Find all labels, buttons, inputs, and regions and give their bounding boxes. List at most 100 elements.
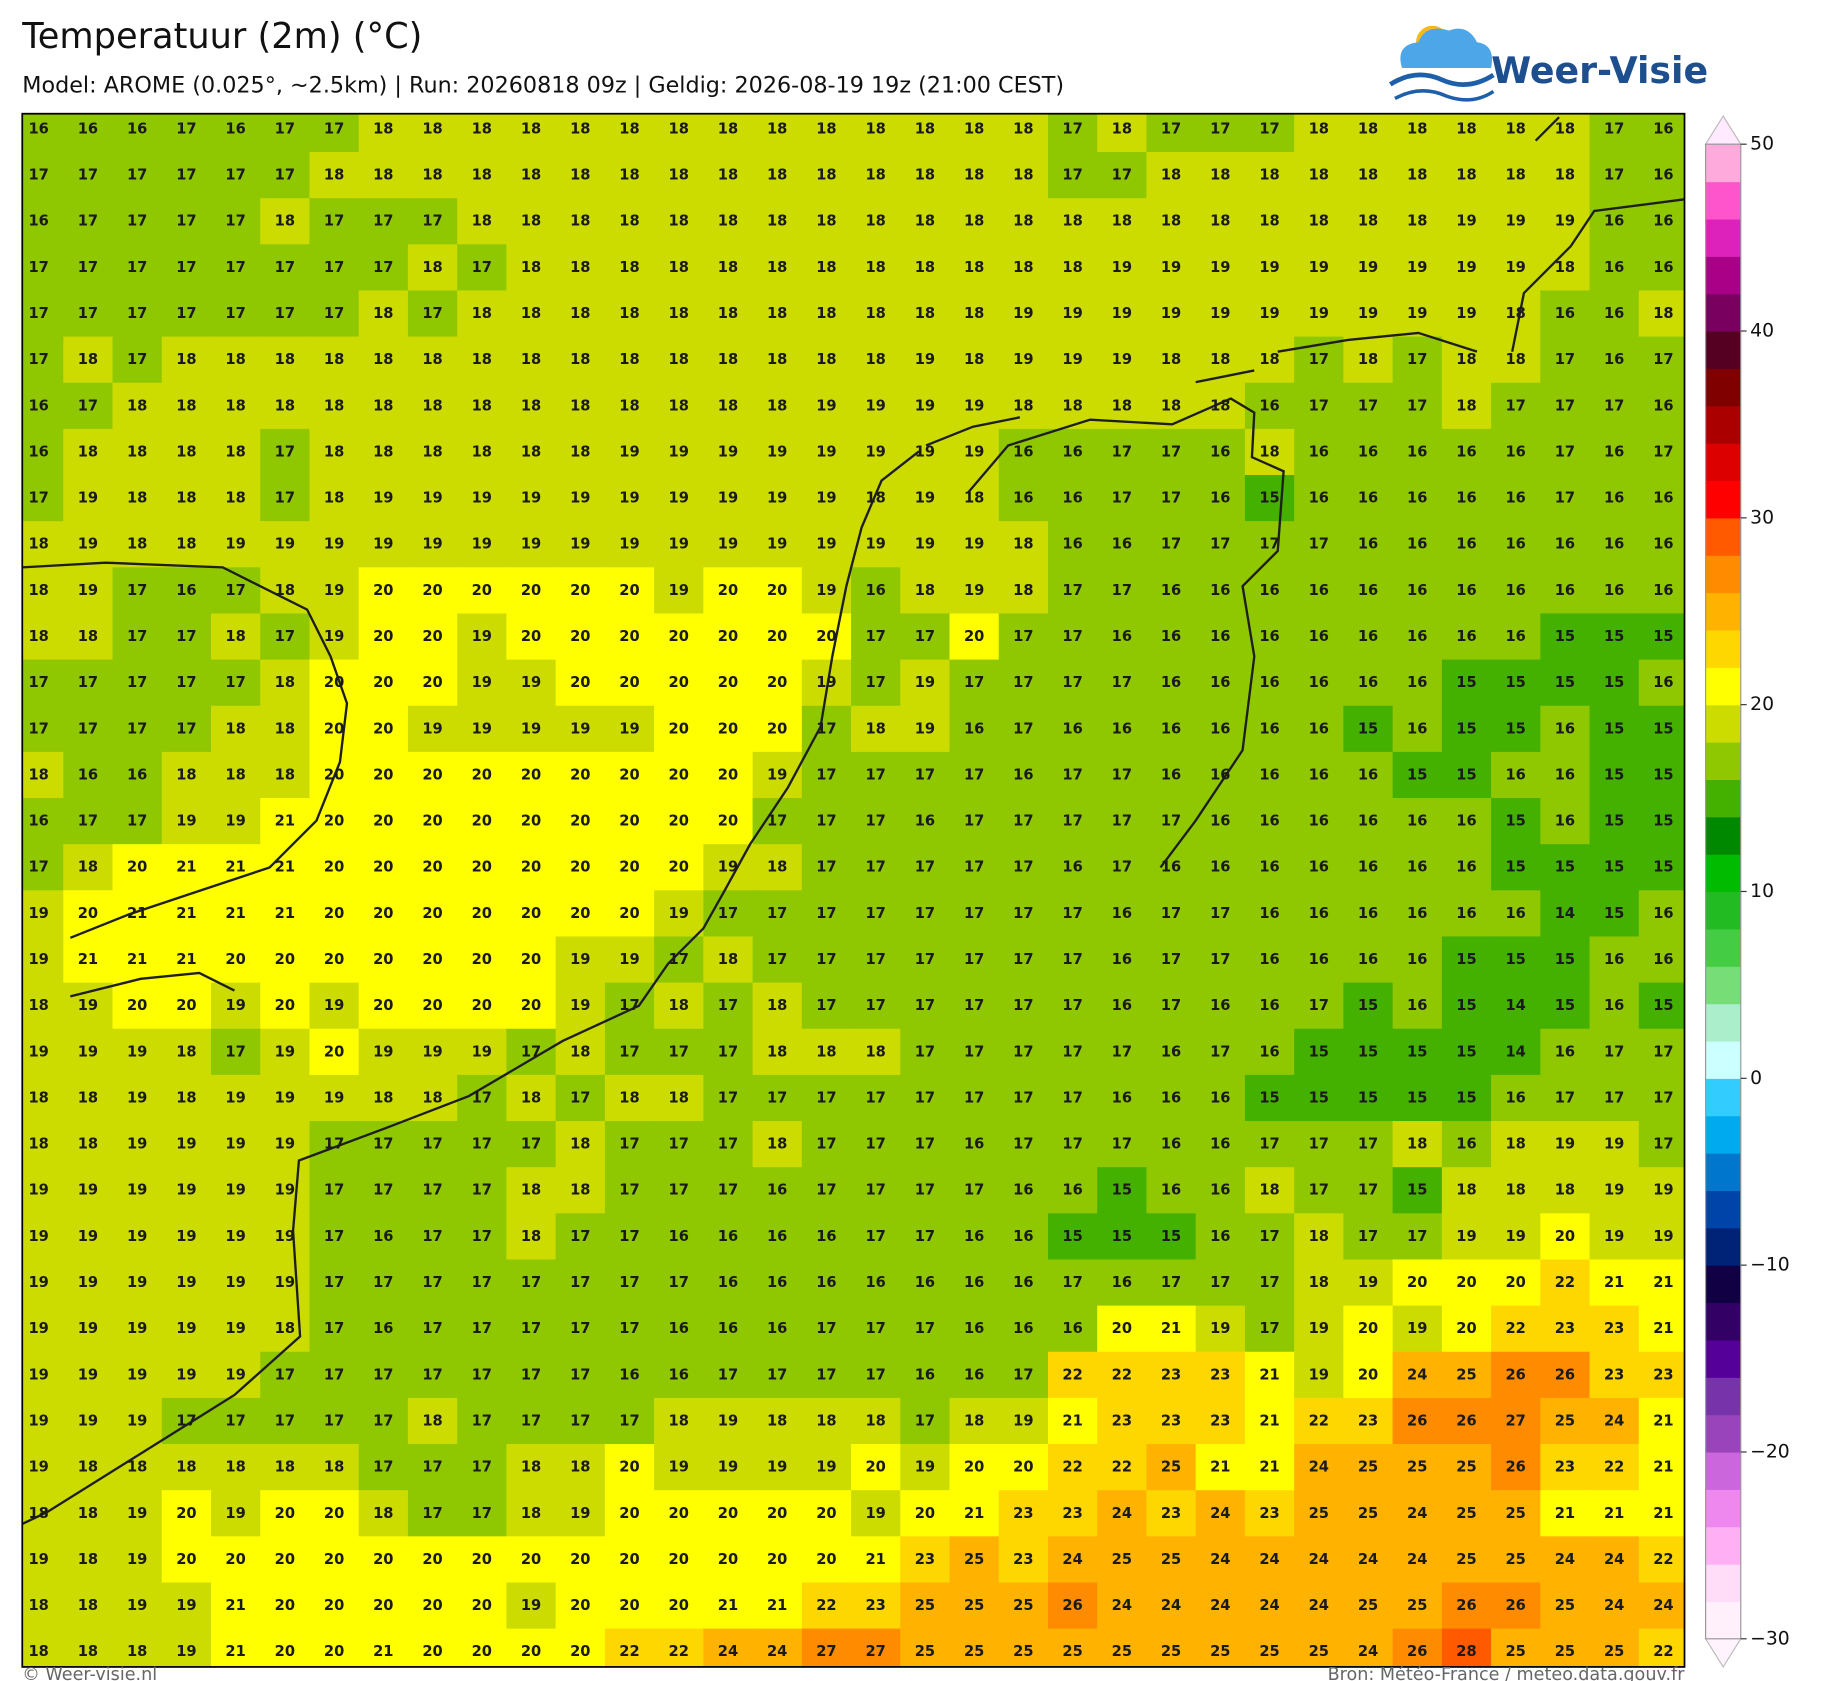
temperature-label: 17 bbox=[275, 1366, 295, 1383]
temperature-label: 16 bbox=[1407, 490, 1427, 507]
temperature-cell bbox=[358, 244, 409, 292]
temperature-cell bbox=[63, 1121, 114, 1168]
temperature-cell bbox=[801, 198, 852, 246]
temperature-label: 17 bbox=[521, 1274, 541, 1291]
temperature-cell bbox=[1294, 982, 1345, 1030]
temperature-label: 25 bbox=[1062, 1643, 1082, 1660]
temperature-cell bbox=[1097, 982, 1148, 1030]
temperature-cell bbox=[1638, 152, 1685, 199]
temperature-label: 16 bbox=[964, 1274, 984, 1291]
temperature-cell bbox=[260, 1305, 311, 1353]
temperature-cell bbox=[1294, 1121, 1345, 1168]
temperature-label: 23 bbox=[1555, 1320, 1575, 1337]
temperature-cell bbox=[703, 1490, 754, 1538]
temperature-label: 19 bbox=[1506, 213, 1526, 230]
temperature-cell bbox=[1294, 1444, 1345, 1491]
temperature-label: 15 bbox=[1506, 813, 1526, 830]
temperature-label: 19 bbox=[669, 905, 689, 922]
temperature-label: 16 bbox=[1013, 766, 1033, 783]
temperature-cell bbox=[1244, 1028, 1295, 1076]
temperature-label: 17 bbox=[816, 1320, 836, 1337]
temperature-cell bbox=[801, 1536, 852, 1584]
temperature-cell bbox=[22, 152, 65, 199]
temperature-label: 16 bbox=[1062, 490, 1082, 507]
temperature-label: 16 bbox=[1653, 259, 1673, 276]
temperature-label: 24 bbox=[1161, 1597, 1181, 1614]
temperature-label: 17 bbox=[1161, 443, 1181, 460]
temperature-cell bbox=[1589, 1490, 1640, 1538]
temperature-cell bbox=[1244, 244, 1295, 292]
temperature-cell bbox=[752, 1397, 803, 1445]
temperature-cell bbox=[752, 705, 803, 753]
temperature-label: 17 bbox=[915, 1320, 935, 1337]
temperature-cell bbox=[1540, 1074, 1591, 1122]
logo-wave bbox=[1394, 89, 1495, 102]
temperature-cell bbox=[654, 336, 705, 384]
temperature-cell bbox=[949, 1074, 1000, 1122]
temperature-cell bbox=[1244, 1490, 1295, 1538]
temperature-cell bbox=[63, 382, 114, 430]
temperature-cell bbox=[1294, 1351, 1345, 1399]
temperature-cell bbox=[604, 567, 655, 615]
temperature-label: 19 bbox=[669, 443, 689, 460]
temperature-label: 17 bbox=[472, 1182, 492, 1199]
temperature-cell bbox=[703, 152, 754, 199]
temperature-label: 17 bbox=[521, 1320, 541, 1337]
temperature-label: 19 bbox=[1653, 1182, 1673, 1199]
temperature-label: 21 bbox=[225, 1597, 245, 1614]
temperature-cell bbox=[1343, 751, 1394, 799]
temperature-label: 20 bbox=[275, 1551, 295, 1568]
temperature-cell bbox=[1491, 705, 1542, 753]
temperature-label: 18 bbox=[1358, 167, 1378, 184]
temperature-label: 27 bbox=[816, 1643, 836, 1660]
temperature-cell bbox=[604, 890, 655, 938]
temperature-label: 20 bbox=[176, 997, 196, 1014]
temperature-label: 16 bbox=[1210, 628, 1230, 645]
temperature-cell bbox=[506, 1628, 557, 1667]
temperature-cell bbox=[900, 1351, 951, 1399]
temperature-label: 19 bbox=[1604, 1136, 1624, 1153]
temperature-cell bbox=[358, 113, 409, 153]
temperature-label: 19 bbox=[1555, 1136, 1575, 1153]
temperature-cell bbox=[211, 1259, 261, 1307]
temperature-cell bbox=[358, 1259, 409, 1307]
temperature-label: 18 bbox=[1259, 351, 1279, 368]
temperature-cell bbox=[555, 1167, 606, 1215]
temperature-cell bbox=[260, 1490, 311, 1538]
temperature-label: 25 bbox=[1161, 1551, 1181, 1568]
temperature-cell bbox=[161, 1536, 212, 1584]
temperature-cell bbox=[654, 1167, 705, 1215]
temperature-label: 17 bbox=[865, 997, 885, 1014]
temperature-label: 17 bbox=[767, 1089, 787, 1106]
temperature-label: 20 bbox=[472, 997, 492, 1014]
temperature-cell bbox=[358, 290, 409, 338]
temperature-label: 15 bbox=[1555, 997, 1575, 1014]
temperature-cell bbox=[260, 290, 311, 338]
colorbar-band bbox=[1705, 1451, 1741, 1490]
temperature-cell bbox=[555, 613, 606, 661]
temperature-label: 15 bbox=[1456, 1089, 1476, 1106]
temperature-label: 19 bbox=[865, 536, 885, 553]
coastline bbox=[925, 116, 1560, 447]
temperature-label: 18 bbox=[176, 351, 196, 368]
temperature-label: 19 bbox=[1604, 1228, 1624, 1245]
temperature-label: 24 bbox=[1309, 1597, 1329, 1614]
temperature-cell bbox=[161, 290, 212, 338]
temperature-label: 16 bbox=[1112, 951, 1132, 968]
temperature-label: 18 bbox=[1407, 120, 1427, 137]
temperature-label: 17 bbox=[1013, 951, 1033, 968]
temperature-label: 18 bbox=[176, 766, 196, 783]
temperature-label: 18 bbox=[718, 351, 738, 368]
temperature-label: 16 bbox=[1407, 536, 1427, 553]
temperature-cell bbox=[407, 1028, 458, 1076]
temperature-cell bbox=[1097, 1121, 1148, 1168]
temperature-label: 20 bbox=[422, 628, 442, 645]
temperature-label: 18 bbox=[669, 305, 689, 322]
temperature-cell bbox=[555, 890, 606, 938]
temperature-label: 20 bbox=[669, 766, 689, 783]
temperature-cell bbox=[309, 336, 360, 384]
temperature-cell bbox=[506, 113, 557, 153]
temperature-label: 17 bbox=[275, 443, 295, 460]
colorbar-band bbox=[1705, 928, 1741, 967]
temperature-label: 16 bbox=[1604, 951, 1624, 968]
